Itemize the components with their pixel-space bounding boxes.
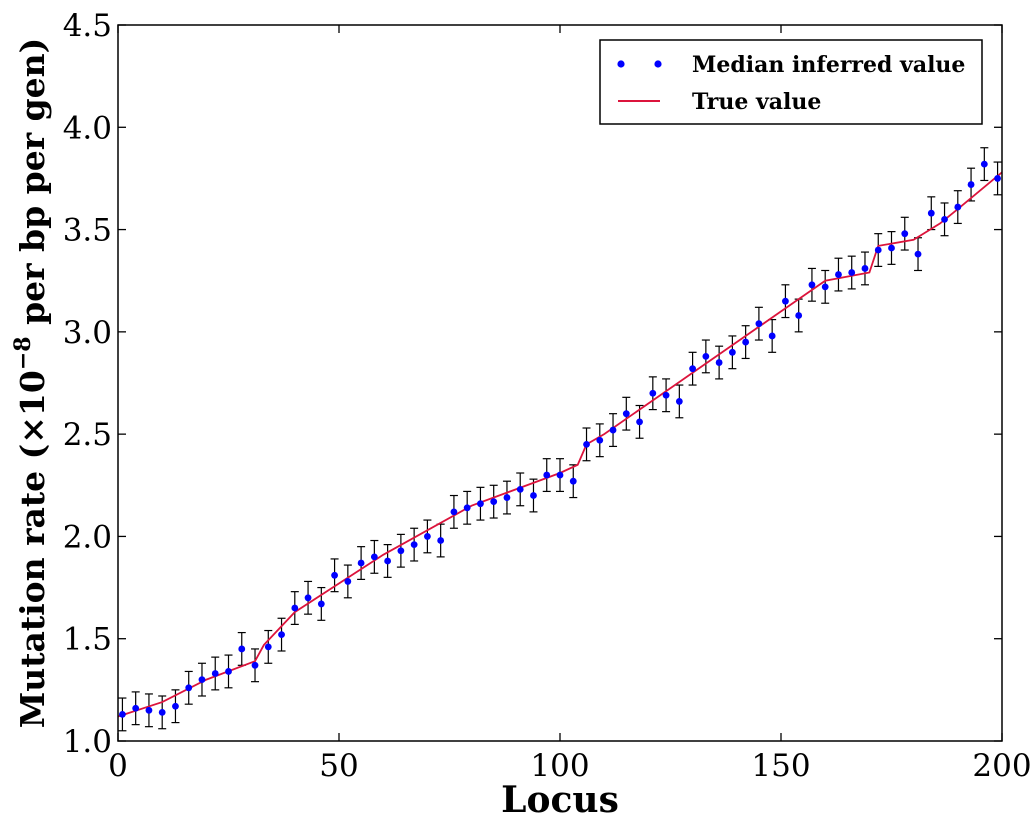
median-point xyxy=(357,559,365,567)
legend-label-median: Median inferred value xyxy=(692,52,965,78)
median-point xyxy=(490,498,498,506)
median-point xyxy=(848,269,856,276)
median-point xyxy=(835,271,842,278)
legend: Median inferred value True value xyxy=(599,39,983,125)
y-tick-label: 4.0 xyxy=(63,110,112,146)
median-point xyxy=(861,265,869,272)
median-point xyxy=(662,391,670,399)
median-point xyxy=(264,643,272,651)
median-point xyxy=(702,353,710,360)
median-point xyxy=(967,181,975,188)
median-point xyxy=(158,708,166,716)
median-point xyxy=(901,230,909,238)
median-point xyxy=(649,389,657,397)
median-point xyxy=(410,541,418,549)
median-points xyxy=(119,160,1001,718)
median-point xyxy=(251,661,259,669)
median-point xyxy=(238,645,246,653)
median-point xyxy=(437,537,445,544)
legend-box xyxy=(599,39,983,125)
median-point xyxy=(821,283,829,291)
median-point xyxy=(927,209,935,217)
y-axis-title-exponent: −8 xyxy=(10,336,36,370)
y-axis-title: Mutation rate (×10−8 per bp per gen) xyxy=(10,38,52,729)
x-tick-label: 0 xyxy=(108,748,128,784)
median-point xyxy=(211,670,219,677)
median-point xyxy=(291,604,299,612)
median-point xyxy=(782,297,789,305)
y-tick-label: 4.5 xyxy=(63,8,112,44)
plot-background xyxy=(118,25,1002,741)
median-point xyxy=(609,426,617,434)
median-point xyxy=(636,418,643,426)
median-point xyxy=(715,359,723,366)
y-tick-label: 1.0 xyxy=(63,724,112,760)
median-point xyxy=(145,706,153,714)
x-tick-label: 100 xyxy=(530,748,589,784)
legend-dot-2 xyxy=(654,60,662,68)
y-axis-title-suffix: per bp per gen) xyxy=(13,38,52,337)
legend-label-true: True value xyxy=(692,89,821,115)
median-point xyxy=(477,500,484,508)
median-point xyxy=(556,471,564,479)
y-axis-ticks: 1.0 1.5 2.0 2.5 3.0 3.5 4.0 4.5 xyxy=(63,8,1002,760)
median-point xyxy=(728,348,736,356)
y-axis-title-main: Mutation rate (×10 xyxy=(13,370,52,728)
median-point xyxy=(463,504,471,512)
median-point xyxy=(755,320,763,328)
median-point xyxy=(689,365,696,373)
median-point xyxy=(888,244,895,252)
median-point xyxy=(768,332,776,340)
median-point xyxy=(331,571,338,579)
y-tick-label: 3.0 xyxy=(63,315,112,351)
median-point xyxy=(941,215,948,223)
median-point xyxy=(132,704,140,712)
y-tick-label: 2.0 xyxy=(63,519,112,555)
median-point xyxy=(569,477,577,485)
median-point xyxy=(384,557,392,565)
median-point xyxy=(914,250,922,258)
median-point xyxy=(424,533,431,540)
median-point xyxy=(622,410,630,418)
median-point xyxy=(317,600,325,608)
median-point xyxy=(530,492,537,499)
y-tick-label: 3.5 xyxy=(63,213,112,249)
median-point xyxy=(874,246,882,254)
y-tick-label: 2.5 xyxy=(63,417,112,453)
median-point xyxy=(225,668,232,675)
legend-dot-1 xyxy=(617,60,625,68)
median-point xyxy=(980,160,988,168)
median-point xyxy=(795,312,803,319)
median-point xyxy=(278,631,285,639)
median-point xyxy=(344,578,352,585)
median-point xyxy=(954,203,962,211)
median-point xyxy=(742,338,750,346)
x-axis-title: Locus xyxy=(501,779,619,816)
median-point xyxy=(808,281,816,289)
x-tick-label: 200 xyxy=(972,748,1031,784)
median-point xyxy=(516,485,524,493)
x-tick-label: 150 xyxy=(751,748,810,784)
y-tick-label: 1.5 xyxy=(63,622,112,658)
x-tick-label: 50 xyxy=(319,748,358,784)
median-point xyxy=(543,471,551,479)
median-point xyxy=(172,702,179,710)
median-point xyxy=(185,684,193,692)
median-point xyxy=(596,436,604,444)
median-point xyxy=(370,553,378,561)
median-point xyxy=(198,676,206,684)
median-point xyxy=(397,547,405,555)
median-point xyxy=(503,494,511,501)
median-point xyxy=(994,175,1001,182)
median-point xyxy=(583,440,590,448)
median-point xyxy=(119,711,126,718)
median-point xyxy=(450,508,458,516)
median-point xyxy=(675,398,683,405)
x-axis-ticks: 0 50 100 150 200 xyxy=(108,25,1032,784)
median-point xyxy=(304,594,312,602)
